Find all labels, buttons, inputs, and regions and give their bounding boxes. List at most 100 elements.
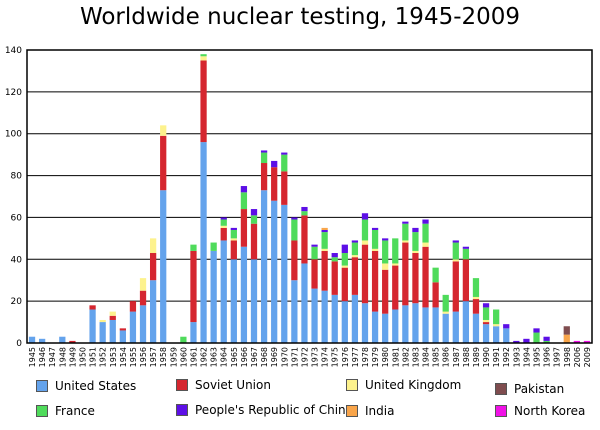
bar-segment: [271, 200, 278, 343]
bar-segment: [331, 261, 338, 295]
bar-segment: [442, 311, 449, 314]
bar-segment: [200, 60, 207, 143]
bar-segment: [351, 240, 359, 243]
bar-segment: [482, 322, 490, 325]
bar-segment: [543, 336, 550, 341]
x-tick-label: 1965: [230, 347, 239, 367]
x-tick-label: 1982: [401, 347, 410, 367]
bar-segment: [482, 303, 490, 308]
x-tick-label: 1973: [311, 347, 320, 367]
legend-item-north-korea: North Korea: [495, 404, 585, 418]
bar-segment: [139, 278, 147, 291]
y-tick-label: 20: [11, 297, 23, 307]
bar-segment: [250, 215, 258, 224]
bar-segment: [301, 211, 308, 216]
bar-segment: [351, 294, 359, 343]
bar-segment: [291, 217, 298, 220]
bar-segment: [392, 238, 399, 264]
bar-segment: [462, 248, 470, 260]
bar-segment: [371, 248, 379, 251]
bar-segment: [351, 257, 359, 295]
bar-segment: [341, 265, 348, 268]
bar-segment: [462, 259, 470, 302]
legend-label-china: People's Republic of China: [195, 403, 353, 417]
bar-segment: [422, 219, 429, 224]
bar-segment: [472, 299, 480, 314]
legend-item-us: United States: [36, 379, 136, 393]
bar-segment: [160, 190, 167, 343]
legend-item-pakistan: Pakistan: [495, 382, 564, 396]
x-tick-label: 1994: [522, 347, 531, 367]
x-tick-label: 1990: [482, 347, 491, 367]
bar-segment: [160, 135, 167, 191]
legend-swatch-ussr: [176, 379, 188, 391]
bar-segment: [472, 278, 480, 297]
bar-segment: [331, 294, 338, 343]
legend-swatch-north-korea: [495, 405, 507, 417]
bar-segment: [129, 311, 137, 343]
bar-segment: [230, 240, 237, 260]
bar-segment: [422, 246, 429, 308]
bar-segment: [89, 305, 96, 310]
bar-segment: [412, 227, 419, 233]
bar-segment: [482, 324, 490, 343]
x-tick-label: 1955: [129, 347, 138, 367]
bar-segment: [442, 313, 449, 343]
bar-segment: [412, 303, 419, 343]
bar-segment: [109, 319, 116, 343]
bar-segment: [301, 215, 308, 264]
legend-label-pakistan: Pakistan: [514, 382, 565, 396]
bar-segment: [382, 240, 389, 264]
x-tick-label: 1951: [89, 347, 98, 367]
chart-title: Worldwide nuclear testing, 1945-2009: [79, 4, 521, 30]
bar-segment: [472, 296, 480, 300]
legend-item-ussr: Soviet Union: [176, 378, 271, 392]
bar-segment: [220, 225, 227, 228]
bar-segment: [341, 267, 348, 302]
bar-segment: [59, 336, 66, 343]
x-tick-label: 1984: [422, 347, 431, 367]
bar-segment: [543, 340, 550, 343]
x-tick-label: 1977: [351, 347, 360, 367]
bar-segment: [200, 54, 207, 57]
legend-swatch-france: [36, 405, 48, 417]
x-tick-label: 1993: [512, 347, 521, 367]
bar-segment: [402, 305, 409, 343]
x-tick-label: 1967: [250, 347, 259, 367]
bar-segment: [99, 319, 106, 323]
bar-segment: [482, 319, 490, 323]
bar-segment: [432, 267, 439, 283]
bar-segment: [99, 322, 106, 343]
bar-segment: [271, 160, 278, 168]
bar-segment: [321, 229, 328, 233]
bar-segment: [341, 253, 348, 266]
x-tick-label: 1983: [411, 347, 420, 367]
bar-segment: [452, 261, 459, 312]
legend-label-france: France: [55, 404, 95, 418]
legend-label-north-korea: North Korea: [514, 404, 586, 418]
bar-segment: [452, 311, 459, 343]
x-tick-label: 2006: [573, 347, 582, 367]
bar-segment: [513, 340, 520, 343]
x-tick-label: 1976: [341, 347, 350, 367]
bar-segment: [422, 307, 429, 343]
x-tick-label: 1995: [533, 347, 542, 367]
x-tick-label: 1961: [189, 347, 198, 367]
bar-segment: [503, 328, 510, 343]
x-tick-label: 1972: [300, 347, 309, 367]
legend-item-china: People's Republic of China: [176, 403, 353, 417]
x-tick-label: 1945: [28, 347, 37, 367]
y-tick-label: 0: [16, 339, 22, 349]
bar-segment: [190, 322, 197, 343]
x-tick-label: 1950: [78, 347, 87, 367]
x-tick-label: 1989: [472, 347, 481, 367]
x-tick-label: 1947: [48, 347, 57, 367]
bar-segment: [361, 240, 369, 245]
bar-segment: [422, 223, 429, 243]
x-tick-label: 1974: [321, 347, 330, 367]
bar-segment: [432, 307, 439, 343]
bar-segment: [311, 259, 318, 289]
bar-segment: [240, 192, 248, 210]
bar-segment: [311, 244, 318, 247]
bar-segment: [139, 290, 147, 306]
